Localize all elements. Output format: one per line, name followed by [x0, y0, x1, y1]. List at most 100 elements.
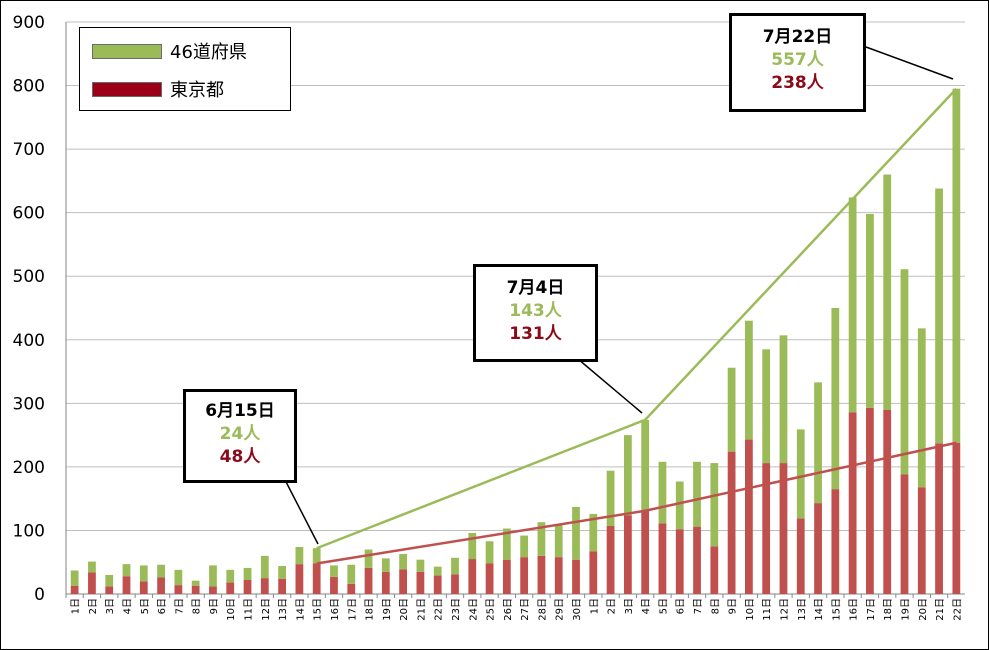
bar-prefectures — [796, 429, 805, 519]
x-tick-label: 10日 — [226, 598, 237, 621]
x-tick-label: 18日 — [883, 598, 894, 621]
bar-tokyo — [70, 585, 79, 594]
bar-tokyo — [866, 407, 874, 594]
bar-tokyo — [191, 585, 200, 594]
y-tick-label: 700 — [13, 140, 45, 160]
bar-tokyo — [209, 586, 217, 594]
bar-prefectures — [139, 565, 148, 582]
bar-tokyo — [745, 439, 753, 594]
bar-tokyo — [848, 412, 857, 594]
bar-prefectures — [485, 541, 494, 564]
bar-tokyo — [157, 577, 165, 594]
x-tick-label: 20日 — [918, 598, 929, 621]
trend-lines — [316, 87, 958, 565]
bar-tokyo — [572, 559, 580, 594]
bar-prefectures — [554, 525, 563, 558]
bar-prefectures — [502, 528, 511, 560]
bar-prefectures — [243, 567, 252, 581]
bar-tokyo — [606, 525, 615, 594]
x-tick-label: 17日 — [866, 598, 877, 621]
x-tick-label: 12日 — [779, 598, 790, 621]
x-tick-label: 21日 — [935, 598, 946, 621]
x-tick-label: 6日 — [157, 598, 168, 614]
bar-prefectures — [226, 569, 235, 583]
bar-prefectures — [537, 522, 546, 556]
x-tick-label: 27日 — [520, 598, 531, 621]
bar-tokyo — [416, 571, 425, 594]
x-tick-label: 16日 — [849, 598, 860, 621]
bar-tokyo — [623, 515, 632, 594]
bar-prefectures — [606, 470, 615, 526]
legend-swatch-prefectures — [92, 43, 162, 59]
x-tick-label: 14日 — [295, 598, 306, 621]
bar-tokyo — [468, 559, 477, 594]
bar-prefectures — [935, 188, 943, 444]
x-tick-label: 9日 — [209, 598, 220, 614]
y-tick-label: 200 — [13, 458, 45, 478]
x-tick-label: 22日 — [434, 598, 445, 621]
trend-line-tokyo — [316, 441, 957, 565]
x-tick-label: 1日 — [71, 598, 82, 614]
bar-tokyo — [433, 575, 442, 594]
y-tick-label: 800 — [13, 77, 45, 97]
bar-prefectures — [779, 335, 788, 464]
bar-prefectures — [675, 481, 684, 530]
x-tick-label: 1日 — [589, 598, 600, 614]
bar-prefectures — [191, 580, 200, 586]
bar-prefectures — [330, 565, 338, 577]
bar-prefectures — [883, 174, 892, 410]
bar-prefectures — [70, 570, 79, 586]
x-tick-label: 16日 — [330, 598, 341, 621]
bar-tokyo — [537, 555, 546, 594]
x-tick-label: 5日 — [658, 598, 669, 614]
callout-leader-0615 — [282, 475, 319, 545]
bar-prefectures — [900, 269, 909, 475]
x-tick-label: 24日 — [468, 598, 479, 621]
bar-prefectures — [174, 569, 183, 586]
x-tick-label: 11日 — [244, 598, 255, 621]
y-tick-label: 600 — [13, 204, 45, 224]
bar-prefectures — [693, 461, 701, 527]
bar-prefectures — [347, 564, 356, 584]
legend: 46道府県 東京都 — [79, 27, 291, 111]
bar-prefectures — [278, 566, 286, 579]
bar-tokyo — [727, 451, 736, 594]
legend-item-tokyo: 東京都 — [92, 76, 224, 102]
bar-tokyo — [174, 585, 183, 594]
callout-june15: 6月15日 24人 48人 — [183, 389, 297, 483]
bar-tokyo — [883, 409, 892, 594]
bar-prefectures — [312, 548, 321, 564]
bar-tokyo — [554, 557, 563, 594]
bar-tokyo — [122, 576, 131, 594]
bar-tokyo — [589, 551, 598, 594]
bar-tokyo — [347, 583, 356, 594]
bar-prefectures — [572, 506, 580, 560]
bar-prefectures — [814, 382, 822, 504]
bar-tokyo — [451, 574, 459, 594]
legend-label-prefectures: 46道府県 — [170, 42, 247, 63]
x-tick-label: 13日 — [797, 598, 808, 621]
x-tick-label: 6日 — [676, 598, 687, 614]
x-axis-ticks: 1日 2日 3日 4日 5日 6日 7日 8日 9日 10日 11日 12日 13日 14日 15日 16日 1… — [65, 594, 963, 621]
bar-tokyo — [312, 563, 321, 594]
callout-leaders — [282, 46, 954, 545]
x-tick-label: 2日 — [607, 598, 618, 614]
legend-item-prefectures: 46道府県 — [92, 38, 247, 64]
bars — [70, 88, 961, 594]
bar-prefectures — [364, 549, 373, 568]
bar-prefectures — [952, 88, 961, 443]
legend-label-tokyo: 東京都 — [170, 80, 224, 101]
trend-line-prefectures — [316, 87, 958, 550]
callout-prefectures-value: 24人 — [219, 424, 261, 444]
bar-prefectures — [831, 308, 840, 490]
x-tick-label: 19日 — [382, 598, 393, 621]
bar-prefectures — [260, 555, 269, 579]
bar-prefectures — [762, 349, 771, 464]
x-tick-label: 14日 — [814, 598, 825, 621]
bar-prefectures — [848, 197, 857, 413]
bar-tokyo — [710, 546, 719, 594]
bar-tokyo — [900, 474, 909, 594]
bar-prefectures — [727, 367, 736, 452]
x-tick-label: 18日 — [365, 598, 376, 621]
bar-tokyo — [520, 557, 529, 594]
